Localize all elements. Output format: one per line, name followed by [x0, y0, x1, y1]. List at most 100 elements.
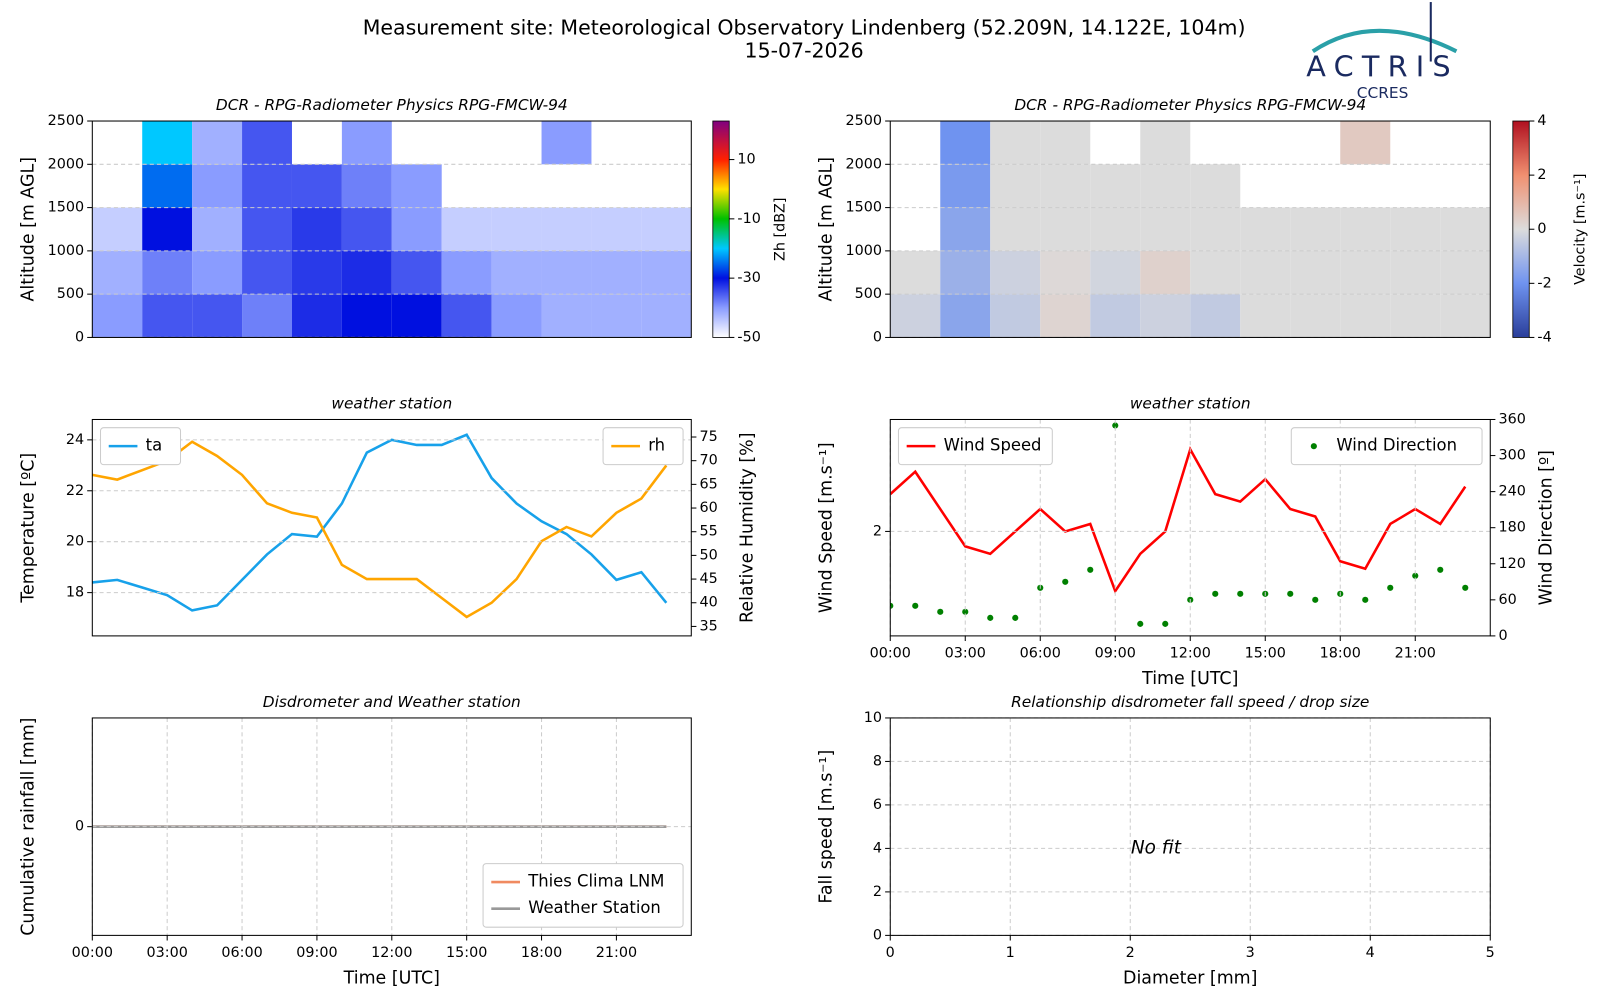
- x-tick-label: 1: [1006, 945, 1015, 961]
- y2-tick-label: 240: [1498, 484, 1525, 500]
- heatmap-cell: [491, 207, 542, 251]
- heatmap-cell: [92, 294, 143, 338]
- heatmap-cell: [1340, 121, 1391, 165]
- heatmap-cell: [1340, 250, 1391, 295]
- y2-tick-label: 60: [699, 500, 717, 516]
- series-line: [92, 433, 668, 612]
- y-axis-label: Altitude [m AGL]: [817, 157, 837, 302]
- axes-frame: [91, 717, 692, 936]
- y2-tick-label: 180: [1498, 520, 1525, 536]
- x-tick-label: 0: [886, 945, 895, 961]
- colorbar-tick-label: -10: [737, 211, 760, 227]
- panel: Relationship disdrometer fall speed / dr…: [817, 693, 1495, 988]
- y2-tick-label: 120: [1498, 556, 1525, 572]
- heatmap-cell: [1390, 250, 1441, 295]
- x-tick-label: 21:00: [596, 945, 637, 961]
- colorbar-label: Zh [dBZ]: [773, 198, 789, 261]
- heatmap-cell: [1240, 207, 1291, 251]
- y2-tick-label: 50: [699, 547, 717, 563]
- y-tick-label: 10: [864, 710, 882, 726]
- x-tick-label: 12:00: [1170, 645, 1211, 661]
- x-tick-label: 00:00: [870, 645, 911, 661]
- y2-tick-label: 40: [699, 595, 717, 611]
- heatmap-cell: [641, 207, 692, 251]
- y-tick-label: 1000: [48, 243, 85, 259]
- heatmap-cell: [142, 250, 193, 295]
- heatmap-cell: [990, 207, 1041, 251]
- logo-sub: CCRES: [1357, 84, 1409, 102]
- y2-tick-label: 45: [699, 571, 717, 587]
- panel: weather station Wind Speed [m.s⁻¹] Time [U…: [817, 395, 1557, 689]
- point: [1437, 566, 1444, 573]
- heatmap-cell: [1440, 294, 1491, 338]
- point: [1287, 590, 1294, 597]
- heatmap-cell: [92, 207, 143, 251]
- x-axis-label: Time [UTC]: [343, 968, 440, 988]
- heatmap-cell: [1140, 294, 1191, 338]
- heatmap-cell: [1140, 207, 1191, 251]
- y2-tick-label: 35: [699, 618, 717, 634]
- point: [1162, 620, 1169, 627]
- heatmap-cell: [1090, 294, 1141, 338]
- x-tick-label: 15:00: [1245, 645, 1286, 661]
- y-tick-label: 0: [873, 329, 882, 345]
- heatmap-cell: [192, 164, 243, 208]
- y2-tick-label: 60: [1498, 592, 1516, 608]
- y-tick-label: 0: [873, 927, 882, 943]
- heatmap-cell: [890, 294, 941, 338]
- heatmap-cell: [1140, 250, 1191, 295]
- heatmap-cell: [1290, 207, 1341, 251]
- heatmap-cell: [940, 294, 991, 338]
- legend-label: Weather Station: [528, 898, 661, 917]
- x-tick-label: 03:00: [147, 945, 188, 961]
- colorbar-tick-label: -2: [1537, 275, 1551, 291]
- y-tick-label: 2: [873, 884, 882, 900]
- y-tick-label: 2000: [48, 156, 85, 172]
- y-tick-label: 24: [66, 432, 84, 448]
- panel-title: DCR - RPG-Radiometer Physics RPG-FMCW-94: [216, 96, 568, 114]
- x-tick-label: 12:00: [371, 945, 412, 961]
- point: [912, 602, 919, 609]
- plot-area: [890, 121, 1491, 338]
- heatmap-cell: [541, 121, 592, 165]
- heatmap-cell: [291, 250, 342, 295]
- y-axis-label: Altitude [m AGL]: [19, 157, 39, 302]
- heatmap-cell: [441, 207, 492, 251]
- heatmap-cell: [341, 250, 392, 295]
- heatmap-cell: [641, 294, 692, 338]
- axes-frame: [889, 717, 1491, 936]
- heatmap-cell: [1140, 121, 1191, 165]
- y2-axis-label: Wind Direction [º]: [1537, 450, 1557, 605]
- y-tick-label: 20: [66, 534, 84, 550]
- y-tick-label: 500: [57, 286, 84, 302]
- annotation: No fit: [1131, 837, 1182, 858]
- heatmap-cell: [1040, 121, 1091, 165]
- heatmap-cell: [1090, 250, 1141, 295]
- y2-tick-label: 0: [1498, 628, 1507, 644]
- legend-box: [1290, 427, 1483, 466]
- heatmap-cell: [990, 294, 1041, 338]
- panel-title: Relationship disdrometer fall speed / dr…: [1011, 693, 1369, 711]
- point: [1087, 566, 1094, 573]
- heatmap-cell: [1190, 250, 1241, 295]
- x-axis-label: Diameter [mm]: [1123, 968, 1257, 988]
- point: [1412, 572, 1419, 579]
- heatmap-cell: [1090, 207, 1141, 251]
- heatmap-cell: [341, 294, 392, 338]
- x-tick-label: 18:00: [521, 945, 562, 961]
- logo-arc: [1311, 28, 1458, 54]
- legend-label: Wind Direction: [1336, 436, 1457, 455]
- legend-box: [482, 863, 684, 928]
- heatmap-cell: [1040, 164, 1091, 208]
- logo-name: ACTRIS: [1306, 50, 1459, 84]
- y-tick-label: 6: [873, 797, 882, 813]
- colorbar: [712, 120, 730, 338]
- heatmap-cell: [291, 207, 342, 251]
- heatmap-cell: [940, 207, 991, 251]
- y-tick-label: 1000: [846, 243, 883, 259]
- point: [1212, 590, 1219, 597]
- axes-frame: [91, 120, 692, 338]
- heatmap-cell: [1340, 207, 1391, 251]
- heatmap-cell: [940, 250, 991, 295]
- point: [1112, 422, 1119, 429]
